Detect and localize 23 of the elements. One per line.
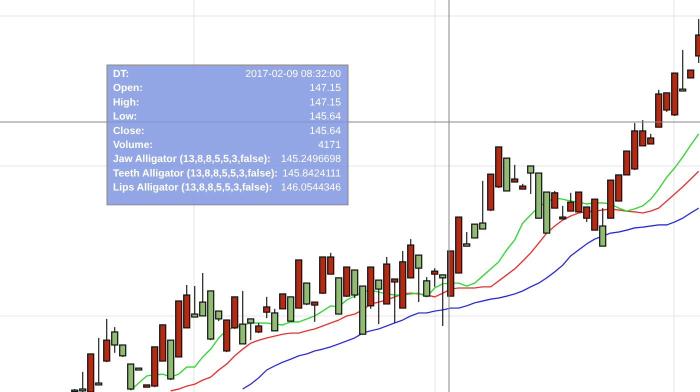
- annotation: Teeth Alligator (13,8,8,5,5,3,false):: [113, 168, 278, 180]
- annotation: 147.15: [310, 83, 342, 94]
- annotation: 145.64: [310, 112, 342, 123]
- annotation: DT:: [113, 69, 130, 80]
- annotation: 146.0544346: [280, 182, 342, 194]
- annotation: Open:: [113, 83, 143, 94]
- annotation: 4171: [318, 140, 342, 151]
- candlestick: [255, 322, 262, 334]
- annotation: Jaw Alligator (13,8,8,5,5,3,false):: [113, 154, 271, 166]
- annotation: 2017-02-09 08:32:00: [245, 69, 342, 80]
- annotation: 145.8424111: [282, 168, 342, 180]
- candlestick: [247, 318, 254, 341]
- candlestick: [559, 205, 566, 220]
- candlestick: [431, 268, 438, 288]
- annotation: 145.2496698: [280, 154, 342, 166]
- annotation: 145.64: [310, 126, 342, 137]
- annotation: High:: [113, 97, 140, 108]
- annotation: 147.15: [310, 97, 342, 108]
- candlestick: [423, 276, 430, 297]
- annotation: Close:: [113, 126, 144, 137]
- annotation: Low:: [113, 112, 138, 123]
- annotation: Lips Alligator (13,8,8,5,5,3,false):: [113, 182, 272, 194]
- annotation: Volume:: [113, 140, 153, 151]
